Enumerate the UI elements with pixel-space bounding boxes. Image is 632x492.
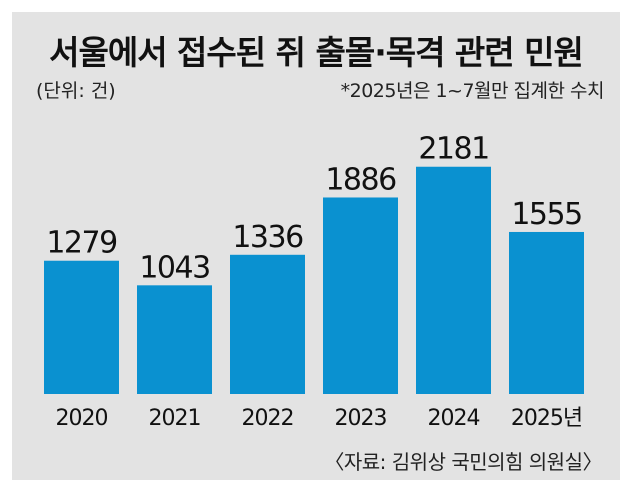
chart-note: *2025년은 1~7월만 집계한 수치 <box>340 80 605 102</box>
value-label-2020: 1279 <box>46 226 116 261</box>
value-label-2023: 1886 <box>325 162 396 197</box>
x-tick-label-2023: 2023 <box>335 406 387 431</box>
x-tick-label-2024: 2024 <box>428 406 480 431</box>
x-tick-label-2022: 2022 <box>242 406 294 431</box>
x-tick-label-2025년: 2025년 <box>511 406 582 431</box>
chart-card: 서울에서 접수된 쥐 출몰·목격 관련 민원 (단위: 건) *2025년은 1… <box>12 12 620 480</box>
source-credit: 〈자료: 김위상 국민의힘 의원실〉 <box>324 450 602 474</box>
bar-2023 <box>323 197 398 394</box>
x-tick-label-2020: 2020 <box>56 406 108 431</box>
bar-2020 <box>44 260 119 394</box>
chart-title: 서울에서 접수된 쥐 출몰·목격 관련 민원 <box>49 33 584 72</box>
value-label-2022: 1336 <box>232 220 303 255</box>
x-tick-label-2021: 2021 <box>149 406 201 431</box>
bar-2022 <box>230 254 305 394</box>
bar-2021 <box>137 285 212 394</box>
unit-label: (단위: 건) <box>36 80 116 102</box>
bar-chart: 1279 2020 1043 2021 1336 2022 1886 2023 2181 2024… <box>44 132 584 431</box>
bar-2024 <box>416 166 491 394</box>
value-label-2021: 1043 <box>139 250 209 285</box>
value-label-2025년: 1555 <box>511 197 581 232</box>
bar-2025년 <box>509 231 584 394</box>
value-label-2024: 2181 <box>418 132 488 167</box>
